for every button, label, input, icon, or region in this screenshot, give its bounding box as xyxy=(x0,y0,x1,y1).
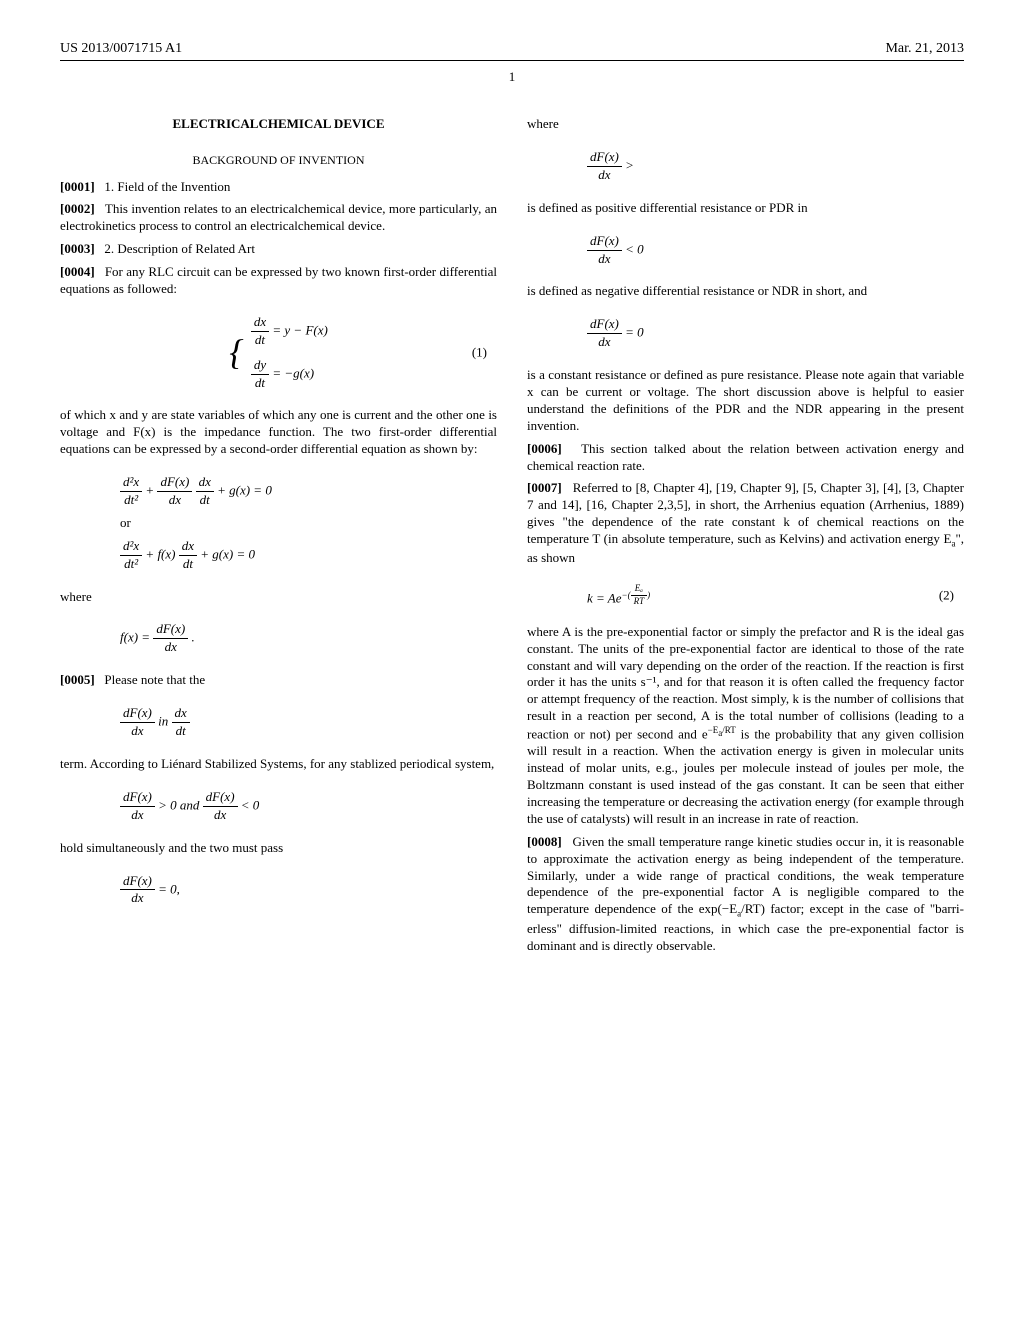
para-text: For any RLC circuit can be expressed by … xyxy=(60,264,497,296)
equation-number: (2) xyxy=(939,587,954,604)
para-num: [0003] xyxy=(60,241,95,256)
para-num: [0006] xyxy=(527,441,562,456)
section-heading: BACKGROUND OF INVENTION xyxy=(60,153,497,169)
para-hold: hold simultaneously and the two must pas… xyxy=(60,840,497,857)
para-text: This section talked about the relation b… xyxy=(527,441,964,473)
para-0002: [0002] This invention relates to an elec… xyxy=(60,201,497,235)
para-text: Please note that the xyxy=(104,672,205,687)
para-0007: [0007] Referred to [8, Chapter 4], [19, … xyxy=(527,480,964,567)
para-0004: [0004] For any RLC circuit can be expres… xyxy=(60,264,497,298)
equation-second-order: d²xdt² + dF(x)dx dxdt + g(x) = 0 or d²xd… xyxy=(60,474,497,572)
equation-1: { dxdt = y − F(x) dydt = −g(x) (1) xyxy=(60,314,497,392)
right-column: where dF(x)dx > is defined as positive d… xyxy=(527,116,964,960)
publication-date: Mar. 21, 2013 xyxy=(885,40,964,58)
equation-2: k = Ae−(EₐRT) (2) xyxy=(527,583,964,607)
para-0008: [0008] Given the small temperature range… xyxy=(527,834,964,955)
subsection-text: 2. Description of Related Art xyxy=(104,241,255,256)
para-lienard: term. According to Liénard Stabilized Sy… xyxy=(60,756,497,773)
para-text: This invention relates to an electricalc… xyxy=(60,201,497,233)
equation-number: (1) xyxy=(472,344,487,361)
equation-conditions: dF(x)dx > 0 and dF(x)dx < 0 xyxy=(60,789,497,824)
subsection-text: 1. Field of the Invention xyxy=(104,179,230,194)
page-number: 1 xyxy=(60,69,964,86)
para-num: [0001] xyxy=(60,179,95,194)
para-num: [0007] xyxy=(527,480,562,495)
para-num: [0002] xyxy=(60,201,95,216)
para-ndr: is defined as negative differential resi… xyxy=(527,283,964,300)
where-label-2: where xyxy=(527,116,964,133)
equation-pdr: dF(x)dx > xyxy=(527,149,964,184)
para-const: is a constant resistance or defined as p… xyxy=(527,367,964,435)
para-num: [0008] xyxy=(527,834,562,849)
header: US 2013/0071715 A1 Mar. 21, 2013 xyxy=(60,40,964,61)
publication-number: US 2013/0071715 A1 xyxy=(60,40,182,58)
para-text: Given the small temperature range kineti… xyxy=(527,834,964,953)
equation-note: dF(x)dx in dxdt xyxy=(60,705,497,740)
para-num: [0005] xyxy=(60,672,95,687)
subsection-2: [0003] 2. Description of Related Art xyxy=(60,241,497,258)
para-0005: [0005] Please note that the xyxy=(60,672,497,689)
para-after-eq1: of which x and y are state variables of … xyxy=(60,407,497,458)
left-column: ELECTRICALCHEMICAL DEVICE BACKGROUND OF … xyxy=(60,116,497,960)
equation-zero: dF(x)dx = 0, xyxy=(60,873,497,908)
content-columns: ELECTRICALCHEMICAL DEVICE BACKGROUND OF … xyxy=(60,116,964,960)
para-after-eq2: where A is the pre-exponential factor or… xyxy=(527,624,964,828)
equation-ndr: dF(x)dx < 0 xyxy=(527,233,964,268)
para-text: Referred to [8, Chapter 4], [19, Chapter… xyxy=(527,480,964,565)
document-title: ELECTRICALCHEMICAL DEVICE xyxy=(60,116,497,133)
subsection-1: [0001] 1. Field of the Invention xyxy=(60,179,497,196)
para-num: [0004] xyxy=(60,264,95,279)
para-pdr: is defined as positive differential resi… xyxy=(527,200,964,217)
equation-fx-def: f(x) = dF(x)dx . xyxy=(60,621,497,656)
equation-const: dF(x)dx = 0 xyxy=(527,316,964,351)
para-0006: [0006] This section talked about the rel… xyxy=(527,441,964,475)
where-label: where xyxy=(60,589,497,606)
